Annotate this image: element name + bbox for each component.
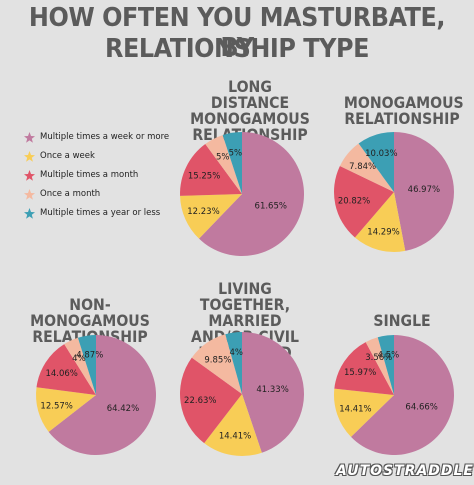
- slice-value-label: 5%: [229, 148, 243, 158]
- slice-value-label: 64.66%: [405, 403, 437, 413]
- slice-value-label: 10.03%: [365, 149, 397, 159]
- slice-once-week: [334, 388, 394, 437]
- chart-title-line: LIVING TOGETHER,: [199, 279, 291, 314]
- legend-item: Once a week: [24, 151, 174, 162]
- slice-once-month: [365, 337, 394, 395]
- chart-title-line: SINGLE: [373, 311, 431, 330]
- legend-item: Once a month: [24, 189, 174, 200]
- legend-label: Multiple times a week or more: [40, 132, 170, 142]
- chart-title-single: SINGLE: [344, 313, 460, 329]
- pie-chart-living-together: 41.33% 14.41% 22.63% 9.85%4%: [180, 332, 305, 457]
- legend-label: Once a week: [40, 151, 95, 161]
- slice-value-label: 3.56%: [365, 353, 392, 363]
- chart-title-line: RELATIONSHIP: [344, 109, 460, 128]
- slice-value-label: 20.82%: [338, 196, 370, 206]
- legend-star: [24, 132, 35, 143]
- slice-once-month: [205, 135, 242, 194]
- slice-once-month: [339, 143, 394, 192]
- slice-value-label: 64.42%: [107, 404, 139, 414]
- pie-chart-long-distance: 61.65% 12.23% 15.25% 5% 5%: [180, 132, 305, 256]
- pie-chart-non-monogamous: 64.42% 12.57% 14.06% 4%4.87%: [36, 335, 157, 455]
- slice-multiple-month: [180, 144, 242, 196]
- slice-value-label: 9.85%: [204, 355, 231, 365]
- slice-value-label: 4.87%: [76, 351, 103, 361]
- chart-title-line: MONOGAMOUS: [190, 109, 310, 128]
- slice-value-label: 5%: [216, 153, 230, 163]
- slice-value-label: 14.06%: [45, 369, 77, 379]
- chart-title-line: MONOGAMOUS: [343, 93, 464, 112]
- slice-year-or-less: [225, 332, 242, 394]
- slice-multiple-week: [351, 335, 454, 455]
- slice-multiple-month: [36, 344, 96, 395]
- slice-value-label: 4.5%: [378, 351, 400, 361]
- legend-label: Once a month: [40, 189, 101, 199]
- slice-once-week: [204, 394, 262, 457]
- slice-value-label: 15.25%: [188, 172, 220, 182]
- legend-star: [24, 208, 35, 219]
- main-title-line-1: HOW OFTEN YOU MASTURBATE, BY: [28, 3, 446, 63]
- autostraddle-logo: AUTOSTRADDLE: [336, 463, 474, 479]
- slice-value-label: 22.63%: [184, 396, 216, 406]
- legend-star: [24, 189, 35, 200]
- slice-value-label: 41.33%: [256, 385, 288, 395]
- star-icon: [24, 189, 35, 200]
- legend-star: [24, 151, 35, 162]
- slice-once-week: [180, 194, 242, 239]
- chart-title-line: LONG DISTANCE: [210, 77, 290, 112]
- slice-year-or-less: [358, 132, 394, 192]
- slice-once-week: [36, 387, 96, 432]
- slice-value-label: 7.84%: [349, 162, 376, 172]
- legend-item: Multiple times a year or less: [24, 208, 174, 219]
- slice-value-label: 12.57%: [40, 402, 72, 412]
- slice-value-label: 4%: [72, 354, 86, 364]
- legend-star: [24, 170, 35, 181]
- slice-value-label: 14.29%: [367, 227, 399, 237]
- slice-value-label: 61.65%: [255, 202, 287, 212]
- slice-once-month: [64, 337, 96, 395]
- slice-multiple-month: [334, 342, 394, 395]
- slice-once-month: [191, 334, 242, 394]
- legend-item: Multiple times a month: [24, 170, 174, 181]
- slice-multiple-week: [242, 332, 305, 453]
- slice-multiple-week: [48, 335, 157, 455]
- slice-value-label: 14.41%: [219, 432, 251, 442]
- slice-once-week: [354, 192, 406, 252]
- chart-title-monogamous: MONOGAMOUS RELATIONSHIP: [343, 93, 464, 128]
- legend: Multiple times a week or more Once a wee…: [24, 132, 174, 227]
- slice-multiple-month: [180, 357, 242, 444]
- pie-chart-monogamous: 46.97% 14.29% 20.82% 7.84% 10.03%: [334, 132, 454, 252]
- slice-multiple-week: [394, 132, 454, 251]
- star-icon: [24, 208, 35, 219]
- slice-value-label: 14.41%: [339, 404, 371, 414]
- chart-title-line: NON-MONOGAMOUS: [30, 295, 150, 330]
- star-icon: [24, 170, 35, 181]
- slice-year-or-less: [77, 335, 96, 395]
- slice-year-or-less: [377, 335, 394, 395]
- legend-label: Multiple times a month: [40, 170, 139, 180]
- slice-value-label: 4%: [230, 348, 244, 358]
- slice-multiple-month: [334, 166, 394, 238]
- star-icon: [24, 151, 35, 162]
- slice-year-or-less: [222, 132, 242, 194]
- main-title-line-2: RELATIONSHIP TYPE: [105, 34, 369, 64]
- slice-value-label: 15.97%: [344, 368, 376, 378]
- slice-value-label: 12.23%: [187, 207, 219, 217]
- legend-label: Multiple times a year or less: [40, 208, 161, 218]
- slice-multiple-week: [199, 132, 305, 256]
- pie-chart-single: 64.66% 14.41% 15.97% 3.56%4.5%: [334, 335, 454, 455]
- slice-value-label: 46.97%: [408, 185, 440, 195]
- legend-item: Multiple times a week or more: [24, 132, 174, 143]
- star-icon: [24, 132, 35, 143]
